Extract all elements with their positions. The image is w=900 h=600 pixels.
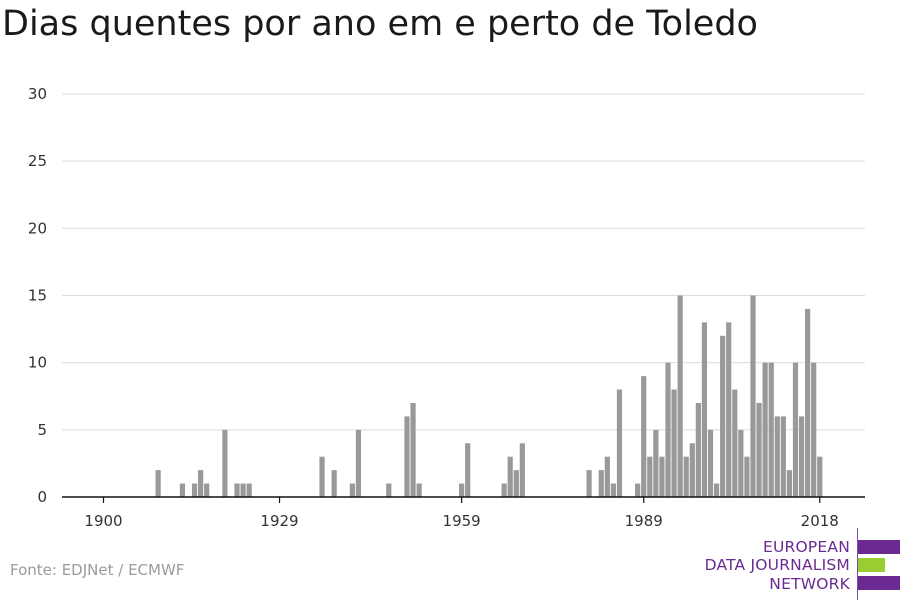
bar-2000 — [707, 429, 714, 497]
bar-1947 — [386, 483, 392, 497]
bar-2002 — [720, 335, 726, 497]
bar-1984 — [610, 483, 616, 497]
bar-2015 — [798, 416, 805, 497]
logo-line-2: DATA JOURNALISM — [704, 556, 850, 574]
bar-1917 — [204, 483, 210, 497]
y-tick-label: 25 — [28, 152, 47, 170]
bars — [155, 295, 823, 497]
bar-1993 — [665, 362, 671, 497]
bar-1941 — [349, 483, 355, 497]
bar-1997 — [689, 443, 695, 497]
logo-bar-middle — [858, 558, 885, 572]
bar-1998 — [695, 402, 701, 497]
logo-line-1: EUROPEAN — [762, 538, 850, 556]
bar-1966 — [501, 483, 507, 497]
x-tick-label: 1929 — [260, 512, 298, 530]
bar-1922 — [234, 483, 240, 497]
bar-1952 — [416, 483, 422, 497]
bar-2018 — [817, 456, 823, 497]
logo-line-3: NETWORK — [769, 575, 850, 593]
logo-divider — [857, 528, 858, 600]
chart-title: Dias quentes por ano em e perto de Toled… — [2, 4, 758, 44]
y-tick-label: 20 — [28, 219, 47, 237]
x-axis: 1900 1929 1959 1989 2018 — [62, 496, 865, 530]
edjnet-logo: EUROPEAN DATA JOURNALISM NETWORK — [700, 528, 900, 600]
bar-1991 — [653, 429, 659, 497]
bar-1999 — [701, 322, 708, 497]
y-axis: 0 5 10 15 20 25 30 — [28, 85, 47, 506]
bar-1969 — [519, 443, 525, 497]
bar-2001 — [713, 483, 720, 497]
bar-1959 — [459, 483, 465, 497]
bar-1992 — [659, 456, 665, 497]
bar-2010 — [768, 362, 774, 497]
bar-1942 — [355, 429, 362, 497]
bar-2009 — [762, 362, 768, 497]
bar-1936 — [319, 456, 325, 497]
bar-1968 — [513, 470, 519, 497]
bar-1990 — [647, 456, 653, 497]
y-tick-label: 15 — [28, 287, 47, 305]
bar-2012 — [780, 416, 786, 497]
bar-1982 — [598, 470, 604, 497]
bar-1985 — [616, 389, 623, 497]
x-tick-label: 1900 — [84, 512, 122, 530]
bar-1938 — [331, 470, 337, 497]
x-tick-label: 1959 — [443, 512, 481, 530]
bar-2006 — [744, 456, 750, 497]
bar-2016 — [805, 308, 811, 497]
bar-1909 — [155, 470, 161, 497]
y-tick-label: 0 — [37, 488, 47, 506]
bar-1916 — [198, 470, 204, 497]
bar-1994 — [671, 389, 677, 497]
bar-1920 — [222, 429, 228, 497]
logo-bar-top — [858, 540, 900, 554]
bar-1996 — [683, 456, 689, 497]
bar-1923 — [240, 483, 246, 497]
y-tick-label: 30 — [28, 85, 47, 103]
bar-1989 — [641, 376, 647, 497]
bar-1915 — [191, 483, 198, 497]
bar-1988 — [635, 483, 641, 497]
bar-2004 — [732, 389, 738, 497]
bar-2007 — [750, 295, 756, 497]
x-tick-label: 1989 — [625, 512, 663, 530]
bar-1980 — [586, 470, 592, 497]
bar-2011 — [774, 416, 780, 497]
bar-1967 — [507, 456, 513, 497]
logo-bar-bottom — [858, 576, 900, 590]
bar-1913 — [179, 483, 186, 497]
x-tick-label: 2018 — [801, 512, 839, 530]
bar-1995 — [677, 295, 683, 497]
bar-2005 — [738, 429, 744, 497]
source-note: Fonte: EDJNet / ECMWF — [10, 561, 185, 579]
bar-1951 — [410, 402, 416, 497]
bar-1983 — [604, 456, 610, 497]
bar-2013 — [786, 470, 793, 497]
bar-2017 — [811, 362, 817, 497]
bar-2014 — [792, 362, 799, 497]
y-tick-label: 10 — [28, 354, 47, 372]
bar-2003 — [726, 322, 732, 497]
y-tick-label: 5 — [37, 421, 47, 439]
bar-1960 — [465, 443, 471, 497]
bar-1950 — [404, 416, 410, 497]
gridlines — [62, 93, 865, 431]
bar-2008 — [756, 402, 762, 497]
bar-1924 — [246, 483, 252, 497]
